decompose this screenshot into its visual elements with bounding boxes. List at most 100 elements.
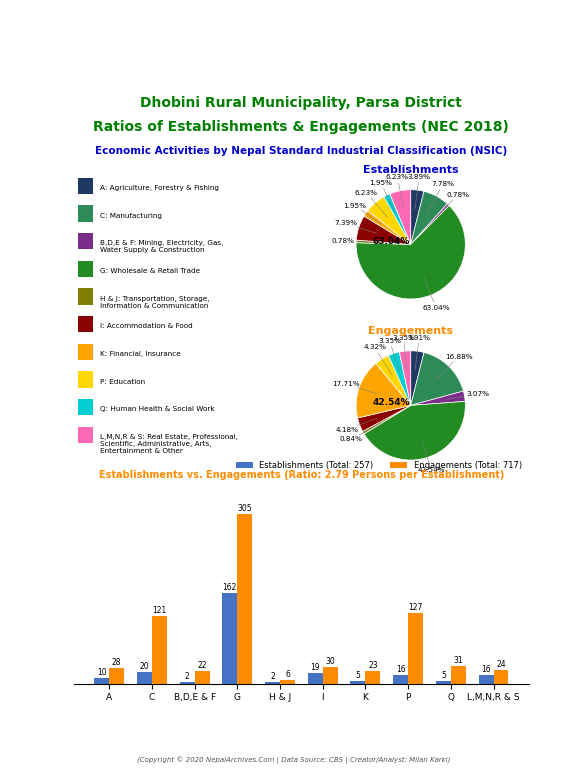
Title: Establishments: Establishments: [363, 165, 459, 175]
Text: I: Accommodation & Food: I: Accommodation & Food: [100, 323, 192, 329]
Bar: [94, 678, 109, 684]
Text: 2: 2: [185, 672, 189, 681]
Text: P: Education: P: Education: [100, 379, 145, 385]
Text: Economic Activities by Nepal Standard Industrial Classification (NSIC): Economic Activities by Nepal Standard In…: [95, 146, 507, 156]
Wedge shape: [410, 204, 449, 244]
Wedge shape: [376, 356, 410, 406]
Text: 30: 30: [325, 657, 335, 666]
Bar: [436, 680, 451, 684]
Text: 16.88%: 16.88%: [436, 353, 472, 380]
Wedge shape: [390, 190, 411, 244]
Bar: [78, 288, 93, 305]
Text: 31: 31: [453, 656, 463, 665]
Text: 4.18%: 4.18%: [335, 418, 377, 432]
Wedge shape: [364, 210, 410, 244]
Text: 63.04%: 63.04%: [422, 277, 450, 311]
Bar: [195, 671, 209, 684]
Text: 1.95%: 1.95%: [369, 180, 395, 213]
Text: (Copyright © 2020 NepalArchives.Com | Data Source: CBS | Creator/Analyst: Milan : (Copyright © 2020 NepalArchives.Com | Da…: [138, 756, 450, 764]
Bar: [78, 177, 93, 194]
Bar: [451, 667, 466, 684]
Text: Ratios of Establishments & Engagements (NEC 2018): Ratios of Establishments & Engagements (…: [93, 121, 509, 134]
Bar: [493, 670, 509, 684]
Text: 17.71%: 17.71%: [332, 381, 377, 394]
Bar: [137, 673, 152, 684]
Bar: [238, 514, 252, 684]
Wedge shape: [356, 363, 410, 418]
Wedge shape: [363, 406, 410, 434]
Wedge shape: [410, 351, 424, 406]
Text: 7.78%: 7.78%: [427, 181, 455, 213]
Title: Establishments vs. Engagements (Ratio: 2.79 Persons per Establishment): Establishments vs. Engagements (Ratio: 2…: [99, 470, 504, 480]
Text: 10: 10: [97, 668, 106, 677]
Wedge shape: [356, 240, 410, 244]
Text: 19: 19: [310, 663, 320, 672]
Text: 127: 127: [409, 603, 423, 612]
Text: 5: 5: [356, 670, 360, 680]
Text: 5: 5: [441, 670, 446, 680]
Text: 42.54%: 42.54%: [373, 398, 410, 407]
Wedge shape: [358, 406, 410, 432]
Text: 16: 16: [481, 664, 491, 674]
Text: 305: 305: [238, 504, 252, 513]
Bar: [393, 674, 408, 684]
Bar: [78, 260, 93, 277]
Text: C: Manufacturing: C: Manufacturing: [100, 213, 162, 219]
Text: Q: Human Health & Social Work: Q: Human Health & Social Work: [100, 406, 215, 412]
Wedge shape: [389, 352, 410, 406]
Wedge shape: [364, 402, 465, 460]
Text: 63.04%: 63.04%: [373, 237, 410, 246]
Text: 1.95%: 1.95%: [343, 203, 382, 224]
Text: 3.35%: 3.35%: [378, 338, 401, 372]
Text: 6: 6: [285, 670, 290, 679]
Legend: Establishments (Total: 257), Engagements (Total: 717): Establishments (Total: 257), Engagements…: [233, 457, 525, 473]
Text: 23: 23: [368, 660, 377, 670]
Bar: [350, 680, 365, 684]
Bar: [308, 673, 323, 684]
Wedge shape: [410, 353, 463, 406]
Bar: [479, 674, 493, 684]
Wedge shape: [399, 351, 411, 406]
Text: 0.78%: 0.78%: [435, 192, 469, 219]
Title: Engagements: Engagements: [368, 326, 453, 336]
Text: 4.32%: 4.32%: [363, 345, 392, 376]
Text: 24: 24: [496, 660, 506, 669]
Wedge shape: [410, 190, 424, 244]
Bar: [78, 343, 93, 360]
Text: 3.89%: 3.89%: [407, 174, 430, 209]
Text: 0.84%: 0.84%: [340, 423, 380, 442]
Bar: [78, 399, 93, 415]
Text: 0.78%: 0.78%: [331, 237, 375, 243]
Wedge shape: [410, 391, 465, 406]
Bar: [179, 683, 195, 684]
Bar: [280, 680, 295, 684]
Wedge shape: [410, 191, 447, 244]
Text: 42.54%: 42.54%: [417, 439, 445, 473]
Text: 20: 20: [139, 662, 149, 671]
Wedge shape: [368, 197, 410, 244]
Text: A: Agriculture, Forestry & Fishing: A: Agriculture, Forestry & Fishing: [100, 185, 219, 191]
Text: 162: 162: [223, 583, 237, 592]
Bar: [365, 670, 380, 684]
Text: 3.91%: 3.91%: [407, 335, 430, 370]
Text: 7.39%: 7.39%: [334, 220, 377, 233]
Text: 6.23%: 6.23%: [386, 174, 409, 210]
Bar: [265, 683, 280, 684]
Text: G: Wholesale & Retail Trade: G: Wholesale & Retail Trade: [100, 268, 200, 274]
Bar: [323, 667, 338, 684]
Bar: [152, 616, 167, 684]
Text: 6.23%: 6.23%: [355, 190, 387, 217]
Wedge shape: [356, 206, 465, 299]
Bar: [78, 316, 93, 333]
Bar: [222, 594, 238, 684]
Text: Dhobini Rural Municipality, Parsa District: Dhobini Rural Municipality, Parsa Distri…: [141, 96, 462, 110]
Bar: [78, 371, 93, 388]
Text: K: Financial, Insurance: K: Financial, Insurance: [100, 351, 181, 357]
Bar: [408, 613, 423, 684]
Text: 28: 28: [112, 658, 121, 667]
Text: B,D,E & F: Mining, Electricity, Gas,
Water Supply & Construction: B,D,E & F: Mining, Electricity, Gas, Wat…: [100, 240, 223, 253]
Bar: [109, 668, 124, 684]
Bar: [78, 205, 93, 222]
Bar: [78, 427, 93, 443]
Text: 2: 2: [270, 672, 275, 681]
